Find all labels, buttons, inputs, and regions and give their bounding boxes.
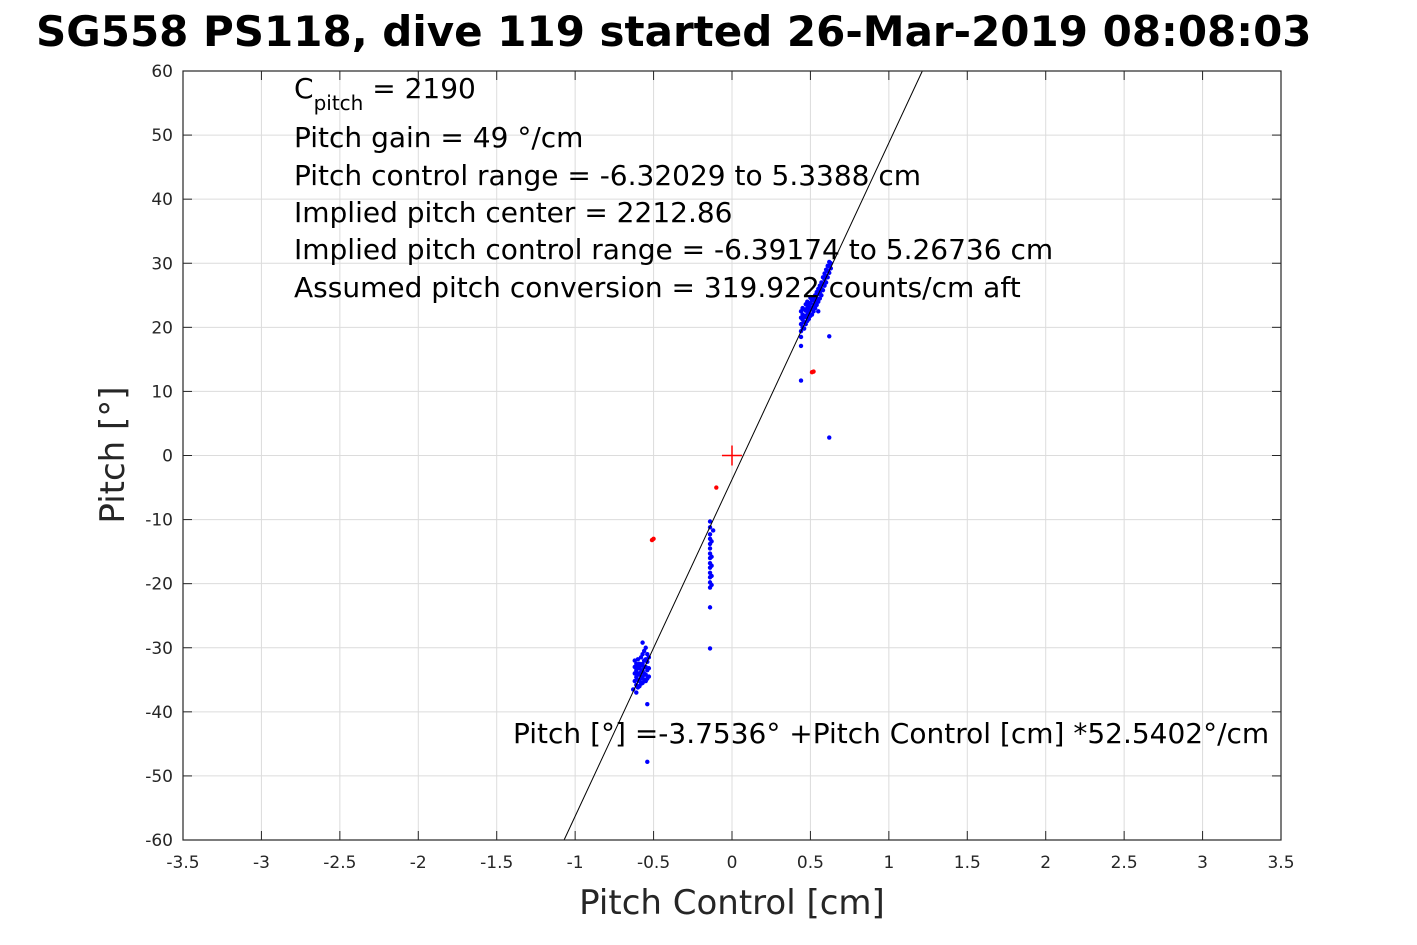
- y-tick-label: -20: [145, 575, 173, 595]
- y-tick-label: 20: [151, 318, 173, 338]
- x-tick-label: -3.5: [166, 853, 199, 873]
- x-axis-label: Pitch Control [cm]: [579, 883, 885, 923]
- data-point: [709, 563, 714, 568]
- data-point: [819, 293, 824, 298]
- y-tick-label: -30: [145, 639, 173, 659]
- data-point: [645, 759, 650, 765]
- c-pitch-main: C: [294, 72, 314, 105]
- data-point: [710, 528, 716, 533]
- chart-title: SG558 PS118, dive 119 started 26-Mar-201…: [36, 7, 1312, 56]
- grid-lines: [182, 70, 1282, 841]
- data-point: [709, 554, 714, 559]
- x-tick-label: 0.5: [797, 853, 824, 873]
- data-point: [811, 369, 816, 374]
- data-point: [709, 573, 714, 579]
- data-point: [707, 532, 713, 537]
- x-tick-label: 0: [727, 853, 738, 873]
- implied-range-annotation: Implied pitch control range = -6.39174 t…: [294, 233, 1053, 266]
- x-tick-label: 2: [1040, 853, 1051, 873]
- x-tick-label: -1: [567, 853, 584, 873]
- data-point: [707, 546, 713, 551]
- y-tick-label: -40: [145, 703, 173, 723]
- scatter-points: [630, 259, 834, 765]
- data-point: [707, 605, 713, 610]
- data-point: [798, 334, 804, 340]
- y-axis-label: Pitch [°]: [93, 386, 133, 523]
- center-plus-marker: [722, 445, 742, 466]
- y-tick-label: -50: [145, 767, 173, 787]
- data-point: [798, 343, 804, 349]
- x-tick-label: -3: [253, 853, 270, 873]
- data-point: [640, 640, 645, 645]
- data-point: [645, 701, 650, 707]
- x-tick-label: -2: [410, 853, 427, 873]
- c-pitch-value: = 2190: [363, 72, 476, 105]
- data-point: [707, 646, 713, 651]
- y-tick-label: 10: [151, 382, 173, 402]
- implied-center-annotation: Implied pitch center = 2212.86: [294, 196, 732, 229]
- data-point: [823, 280, 829, 285]
- data-point: [709, 539, 714, 544]
- y-tick-label: 60: [151, 62, 173, 82]
- fit-equation-annotation: Pitch [°] =-3.7536° +Pitch Control [cm] …: [513, 717, 1269, 750]
- pitch-gain-annotation: Pitch gain = 49 °/cm: [294, 121, 583, 154]
- data-point: [827, 435, 832, 440]
- data-point: [709, 582, 714, 588]
- fit-line: [563, 70, 923, 841]
- y-tick-label: -60: [145, 831, 173, 851]
- y-tick-label: 50: [151, 126, 173, 146]
- x-tick-label: -0.5: [637, 853, 670, 873]
- y-tick-label: 40: [151, 190, 173, 210]
- data-point: [646, 666, 652, 671]
- x-tick-label: -1.5: [480, 853, 513, 873]
- data-point: [827, 334, 832, 339]
- x-tick-label: -2.5: [323, 853, 356, 873]
- data-point: [707, 519, 713, 524]
- y-tick-label: 0: [162, 447, 173, 467]
- x-tick-label: 3: [1197, 853, 1208, 873]
- data-point: [816, 309, 821, 314]
- y-tick-label: 30: [151, 254, 173, 274]
- x-tick-label: 1: [883, 853, 894, 873]
- data-point: [651, 536, 656, 542]
- conversion-annotation: Assumed pitch conversion = 319.922 count…: [294, 271, 1021, 304]
- c-pitch-annotation: Cpitch = 2190: [294, 72, 476, 115]
- data-point: [820, 287, 826, 293]
- axis-ticks: -3.5 -3 -2.5 -2 -1.5 -1 -0.5 0 0.5 1 1.5 2 2.5 3 3.5 -6…: [145, 62, 1294, 873]
- fit-line-group: [563, 70, 923, 841]
- x-tick-label: 1.5: [954, 853, 981, 873]
- c-pitch-subscript: pitch: [314, 91, 364, 115]
- data-point: [646, 674, 652, 679]
- y-tick-label: -10: [145, 511, 173, 531]
- x-tick-label: 3.5: [1267, 853, 1294, 873]
- control-range-annotation: Pitch control range = -6.32029 to 5.3388…: [294, 159, 921, 192]
- data-point: [714, 485, 719, 490]
- data-point: [798, 378, 804, 383]
- data-point: [643, 645, 648, 650]
- x-tick-label: 2.5: [1111, 853, 1138, 873]
- data-point: [634, 690, 639, 695]
